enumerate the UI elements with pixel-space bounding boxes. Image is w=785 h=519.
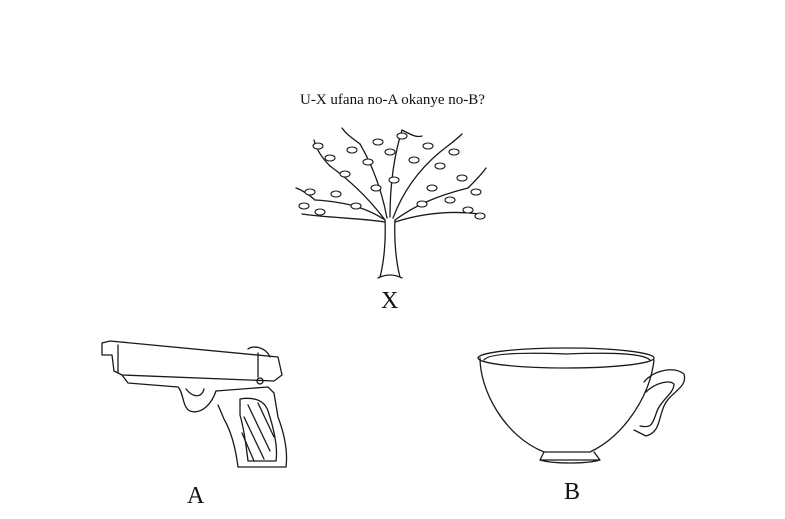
label-b: B [564, 479, 581, 505]
question-text: U-X ufana no-A okanye no-B? [300, 92, 485, 108]
label-x: X [381, 288, 399, 314]
teacup-icon [474, 340, 688, 468]
label-a: A [187, 483, 205, 509]
tree-icon [290, 122, 490, 282]
pistol-icon [98, 333, 290, 473]
